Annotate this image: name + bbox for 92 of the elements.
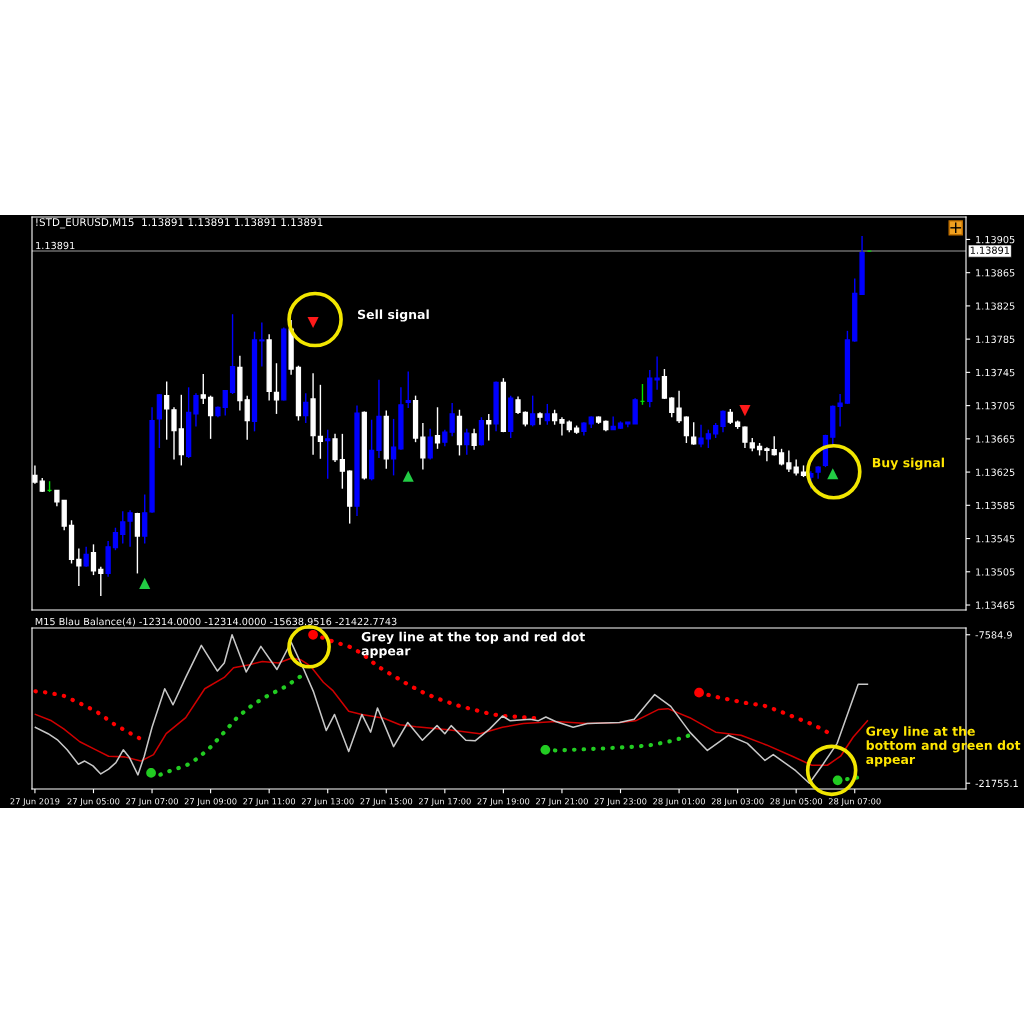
x-tick-label: 27 Jun 23:00 bbox=[594, 798, 647, 807]
y-tick-label: 1.13465 bbox=[976, 601, 1015, 609]
candlestick bbox=[325, 429, 331, 480]
candlestick bbox=[544, 403, 550, 426]
candlestick bbox=[273, 362, 280, 415]
y-tick-label: 1.13905 bbox=[976, 235, 1015, 244]
annotation: Buy signal bbox=[872, 457, 944, 470]
chart-title: !STD_EURUSD,M15 1.13891 1.13891 1.13891 1.13891 bbox=[36, 218, 323, 229]
y-tick-label: 1.13665 bbox=[976, 435, 1015, 443]
candlestick bbox=[661, 368, 668, 400]
candlestick bbox=[120, 510, 126, 545]
y-tick-label: -7584.9 bbox=[975, 631, 1012, 639]
candlestick bbox=[244, 394, 250, 441]
x-tick-label: 27 Jun 19:00 bbox=[477, 798, 530, 807]
annotation: Grey line at the top and red dot appear bbox=[361, 631, 585, 658]
candlestick bbox=[303, 392, 309, 424]
y-tick-label: 1.13585 bbox=[976, 501, 1015, 510]
chart-title: M15 Blau Balance(4) -12314.0000 -12314.0000 -15638.9516 -21422.7743 bbox=[35, 617, 397, 627]
y-tick-label: 1.13825 bbox=[976, 302, 1015, 310]
x-tick-label: 27 Jun 11:00 bbox=[243, 798, 296, 807]
y-tick-label: 1.13625 bbox=[976, 468, 1015, 476]
candlestick bbox=[164, 380, 170, 441]
y-tick-label: 1.13745 bbox=[976, 368, 1015, 377]
candlestick bbox=[705, 429, 711, 449]
x-tick-label: 27 Jun 07:00 bbox=[126, 798, 178, 807]
y-tick-label: 1.13785 bbox=[976, 335, 1015, 343]
point bbox=[308, 629, 318, 640]
candlestick bbox=[127, 509, 133, 548]
candlestick bbox=[683, 415, 690, 444]
candlestick bbox=[434, 406, 441, 450]
candlestick bbox=[142, 493, 148, 545]
candlestick bbox=[76, 547, 82, 587]
x-tick-label: 28 Jun 05:00 bbox=[770, 798, 823, 807]
point bbox=[739, 405, 751, 417]
candlestick bbox=[193, 392, 199, 428]
candlestick bbox=[676, 389, 682, 424]
candlestick bbox=[222, 389, 228, 417]
candlestick bbox=[464, 428, 470, 456]
candlestick bbox=[647, 369, 653, 408]
candlestick bbox=[486, 413, 492, 442]
candlestick bbox=[339, 433, 345, 490]
point bbox=[694, 687, 704, 698]
candlestick bbox=[112, 527, 119, 551]
x-tick-label: 27 Jun 2019 bbox=[10, 798, 60, 807]
x-tick-label: 27 Jun 05:00 bbox=[67, 798, 120, 807]
candlestick bbox=[98, 566, 104, 597]
point bbox=[146, 768, 156, 778]
point bbox=[139, 577, 151, 589]
point bbox=[832, 775, 843, 786]
candlestick bbox=[427, 428, 433, 461]
y-tick-label: 1.13705 bbox=[976, 402, 1015, 410]
candlestick bbox=[390, 418, 397, 477]
y-tick-label: 1.13865 bbox=[976, 269, 1015, 277]
candlestick bbox=[405, 370, 411, 409]
candlestick bbox=[764, 446, 770, 462]
candlestick bbox=[471, 428, 477, 451]
text: 1.13891 bbox=[970, 246, 1010, 254]
x-tick-label: 28 Jun 01:00 bbox=[653, 798, 705, 807]
candlestick bbox=[171, 406, 177, 461]
candlestick bbox=[537, 411, 543, 426]
candlestick bbox=[332, 433, 338, 463]
candlestick bbox=[786, 449, 792, 473]
x-tick-label: 27 Jun 13:00 bbox=[301, 798, 354, 807]
x-tick-label: 28 Jun 07:00 bbox=[828, 798, 881, 807]
x-tick-label: 28 Jun 03:00 bbox=[711, 798, 764, 807]
candlestick bbox=[317, 384, 324, 460]
candlestick bbox=[698, 424, 704, 448]
point bbox=[307, 316, 319, 329]
candlestick bbox=[259, 321, 265, 368]
x-tick-label: 27 Jun 15:00 bbox=[360, 798, 413, 807]
candlestick bbox=[837, 393, 843, 428]
candlestick bbox=[134, 512, 141, 575]
ref-line-label: 1.13891 bbox=[36, 241, 75, 250]
point bbox=[402, 470, 414, 482]
candlestick bbox=[742, 425, 748, 449]
candlestick bbox=[669, 396, 675, 418]
candlestick bbox=[449, 402, 455, 438]
candlestick bbox=[530, 394, 536, 428]
x-tick-label: 27 Jun 17:00 bbox=[418, 798, 471, 807]
y-tick-label: -21755.1 bbox=[975, 779, 1018, 788]
candlestick bbox=[83, 546, 89, 568]
y-tick-label: 1.13545 bbox=[976, 535, 1015, 543]
candlestick bbox=[207, 394, 214, 440]
candlestick bbox=[90, 543, 97, 576]
candlestick bbox=[420, 422, 426, 471]
annotation: Sell signal bbox=[357, 309, 429, 322]
x-tick-label: 27 Jun 21:00 bbox=[536, 798, 588, 807]
candlestick bbox=[559, 416, 565, 437]
x-tick-label: 27 Jun 09:00 bbox=[184, 798, 237, 807]
candlestick bbox=[200, 373, 206, 405]
point bbox=[540, 744, 551, 755]
y-tick-label: 1.13505 bbox=[976, 568, 1015, 576]
